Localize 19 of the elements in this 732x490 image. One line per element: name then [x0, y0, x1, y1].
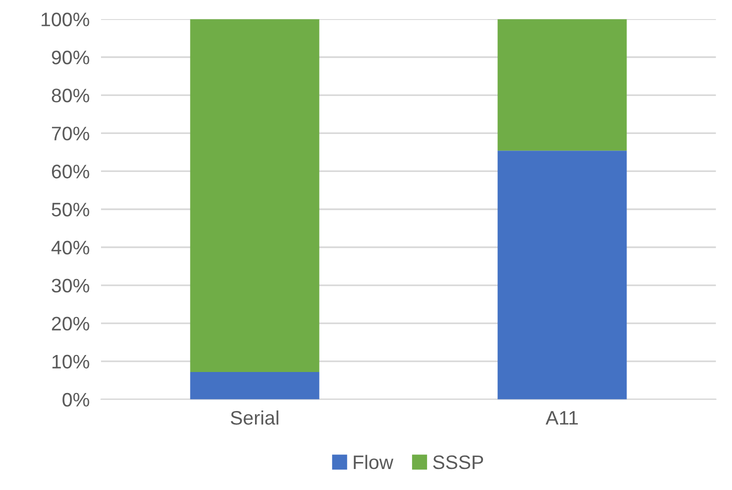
y-tick-label: 80% — [52, 88, 90, 102]
y-tick-label: 60% — [52, 164, 90, 178]
x-tick-label: Serial — [230, 410, 278, 425]
y-tick-label: 30% — [52, 278, 90, 293]
bar — [190, 19, 320, 372]
legend-label: Flow — [354, 454, 394, 470]
y-tick-label: 20% — [52, 316, 90, 331]
y-tick-label: 50% — [52, 202, 90, 216]
y-tick-label: 90% — [52, 50, 90, 64]
y-tick-label: 70% — [52, 126, 90, 140]
bar — [498, 150, 627, 400]
x-tick-label: A11 — [546, 411, 578, 425]
y-tick-label: 0% — [62, 392, 90, 407]
y-tick-label: 100% — [42, 12, 90, 26]
bar — [498, 19, 627, 151]
y-tick-label: 10% — [52, 354, 90, 369]
bar — [190, 372, 320, 400]
y-tick-label: 40% — [51, 240, 90, 254]
legend-label: SSSP — [433, 455, 484, 470]
